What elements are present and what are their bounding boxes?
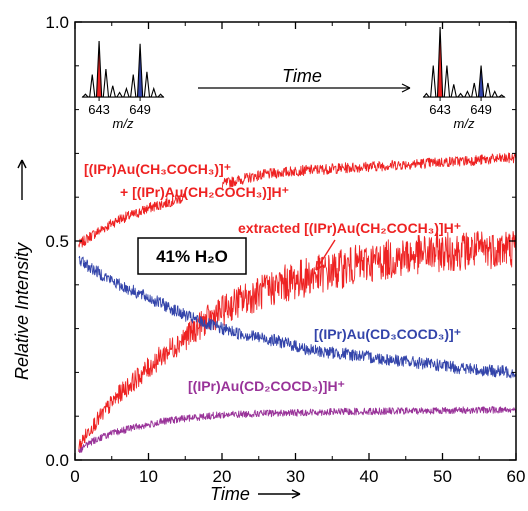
x-tick-label: 30	[286, 467, 305, 486]
y-tick-label: 0.5	[45, 232, 69, 251]
inset-late-tick-label: 649	[470, 102, 492, 117]
series-line-deuterated-enol	[78, 405, 517, 454]
plot-area: 0 10 20 30 40 50 60 0.0 0.5 1.0	[45, 13, 525, 486]
inset-early-peak	[109, 85, 117, 98]
inset-early-peak	[116, 91, 124, 98]
x-tick-label: 40	[360, 467, 379, 486]
inset-late-peak	[477, 65, 485, 98]
inset-late-unit-label: m/z	[454, 116, 475, 131]
inset-late-peak	[443, 65, 451, 98]
inset-late-peak	[422, 92, 431, 98]
inset-early-peak	[81, 93, 90, 98]
inset-time-label: Time	[282, 66, 322, 86]
x-tick-label: 20	[213, 467, 232, 486]
y-tick-label: 1.0	[45, 13, 69, 32]
x-axis-title-arrow	[258, 489, 301, 499]
tick-layer: 0 10 20 30 40 50 60 0.0 0.5 1.0	[45, 13, 525, 486]
inset-late-peak	[430, 65, 437, 98]
series-label-extracted: extracted [(IPr)Au(CH₂COCH₃)]H⁺	[238, 220, 461, 236]
series-label-acetone-adduct: [(IPr)Au(CH₃COCH₃)]⁺ + [(IPr)Au(CH₂COCH₃…	[84, 161, 289, 200]
inset-early-peak	[143, 71, 151, 98]
series-label-deuterated: [(IPr)Au(CD₃COCD₃)]⁺	[314, 326, 461, 342]
series-line-extracted	[78, 230, 517, 452]
inset-time-arrow	[198, 83, 411, 93]
series-label-line-1: [(IPr)Au(CH₃COCH₃)]⁺	[84, 161, 231, 177]
inset-early-peak	[89, 74, 96, 98]
series-layer	[78, 152, 517, 454]
series-label-deuterated-enol: [(IPr)Au(CD₂COCD₃)]H⁺	[188, 378, 345, 394]
inset-late-tick-label: 643	[429, 102, 451, 117]
x-tick-label: 60	[507, 467, 526, 486]
inset-early-unit-label: m/z	[113, 116, 134, 131]
inset-early-tick-label: 649	[129, 102, 151, 117]
x-axis-title: Time	[210, 484, 250, 504]
inset-late-peak	[436, 26, 444, 98]
inset-late-peak	[497, 94, 506, 98]
inset-late-peak	[470, 82, 478, 98]
series-line-acetone-adduct	[221, 152, 517, 188]
inset-early-peak	[95, 40, 103, 98]
inset-late-peak	[450, 84, 458, 98]
inset-late-peak	[484, 82, 492, 98]
y-tick-label: 0.0	[45, 451, 69, 470]
inset-early-tick-label: 643	[88, 102, 110, 117]
inset-late-peak	[463, 90, 471, 98]
inset-early-peak	[156, 93, 165, 98]
y-axis-title-arrow	[17, 159, 27, 200]
inset-late-peak	[491, 90, 499, 98]
x-tick-label: 10	[139, 467, 158, 486]
x-tick-label: 50	[433, 467, 452, 486]
inset-early-peak	[102, 68, 110, 98]
condition-box: 41% H₂O	[137, 237, 247, 275]
series-line-acetone-adduct	[78, 193, 186, 248]
y-axis-title: Relative Intensity	[12, 242, 32, 380]
condition-label: 41% H₂O	[156, 247, 228, 266]
series-line-deuterated	[78, 255, 517, 379]
inset-early-peak	[123, 86, 130, 98]
inset-early-peak	[150, 86, 158, 98]
series-label-line-2: + [(IPr)Au(CH₂COCH₃)]H⁺	[120, 184, 289, 200]
inset-late-peak	[456, 92, 465, 98]
extracted-pointer-arrow	[315, 239, 336, 271]
inset-early-peak	[136, 43, 144, 98]
inset-early-peak	[130, 74, 137, 98]
x-tick-label: 0	[70, 467, 79, 486]
